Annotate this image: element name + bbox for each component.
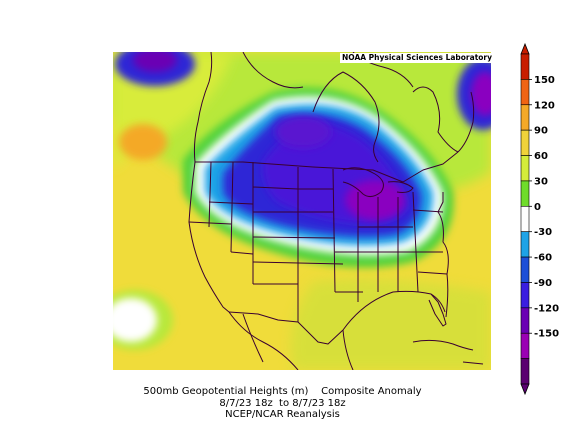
colorbar-tick-label: 90 [534, 126, 548, 137]
colorbar-tick-label: -120 [534, 303, 559, 314]
colorbar-tick-label: -30 [534, 227, 552, 238]
great-lakes-west [342, 167, 384, 198]
us-east-coast [437, 192, 449, 318]
colorbar-arrow-bottom [520, 383, 530, 396]
baja-california [242, 313, 264, 363]
colorbar: 150 120 90 60 30 0 -30 -60 -90 -120 -150 [520, 42, 559, 396]
hudson-bay-coast [312, 71, 380, 163]
caption-title: 500mb Geopotential Heights (m) Composite… [143, 386, 422, 397]
colorbar-tick-label: 30 [534, 176, 548, 187]
anomaly-core-purple [345, 180, 405, 220]
map-caption: 500mb Geopotential Heights (m) Composite… [0, 386, 565, 421]
weak-positive-south [290, 278, 491, 370]
us-west-coast [188, 161, 230, 313]
newfoundland-coast [457, 91, 475, 153]
colorbar-swatch [520, 358, 530, 385]
colorbar-swatch [520, 53, 530, 80]
colorbar-swatch [520, 282, 530, 309]
anomaly-map [113, 52, 491, 370]
colorbar-swatch [520, 307, 530, 334]
anomaly-core-north [275, 116, 331, 148]
colorbar-tick-label: -90 [534, 278, 552, 289]
mexico-gulf-coast [342, 329, 354, 370]
colorbar-arrow-top [520, 42, 530, 55]
colorbar-swatch [520, 180, 530, 207]
data-credit: NOAA Physical Sciences Laboratory [340, 53, 495, 63]
cuba-outline [412, 339, 474, 351]
gulf-coast [342, 290, 446, 331]
colorbar-tick-label: -60 [534, 253, 552, 264]
colorbar-swatch [520, 104, 530, 131]
florida-coast [428, 293, 447, 327]
colorbar-swatch [520, 332, 530, 359]
colorbar-tick-label: 0 [534, 202, 541, 213]
colorbar-swatch [520, 155, 530, 182]
colorbar-swatches [520, 42, 530, 396]
colorbar-tick-label: -150 [534, 329, 559, 340]
caribbean-islands [462, 361, 484, 365]
colorbar-tick-label: 60 [534, 151, 548, 162]
strong-negative-blob-northeast [471, 72, 491, 116]
colorbar-swatch [520, 79, 530, 106]
colorbar-swatch [520, 256, 530, 283]
colorbar-tick-label: 150 [534, 75, 555, 86]
strong-positive-spot [119, 124, 167, 160]
caption-source: NCEP/NCAR Reanalysis [225, 409, 340, 420]
mexico-west-coast [228, 311, 299, 370]
anomaly-map-svg [113, 52, 491, 370]
great-lakes-east [387, 181, 414, 193]
neutral-blob-southwest [113, 298, 157, 342]
labrador-coast [412, 86, 459, 153]
colorbar-tick-label: 120 [534, 100, 555, 111]
colorbar-swatch [520, 206, 530, 232]
colorbar-swatch [520, 231, 530, 258]
political-boundaries [188, 52, 484, 370]
colorbar-ticks: 150 120 90 60 30 0 -30 -60 -90 -120 -150 [529, 75, 559, 340]
pacific-northwest-coast [193, 52, 213, 163]
caption-date-range: 8/7/23 18z to 8/7/23 18z [219, 397, 346, 409]
arctic-coast [242, 52, 304, 89]
strong-negative-blob-northwest [133, 52, 177, 72]
us-canada-border [195, 151, 459, 183]
colorbar-swatch [520, 129, 530, 156]
